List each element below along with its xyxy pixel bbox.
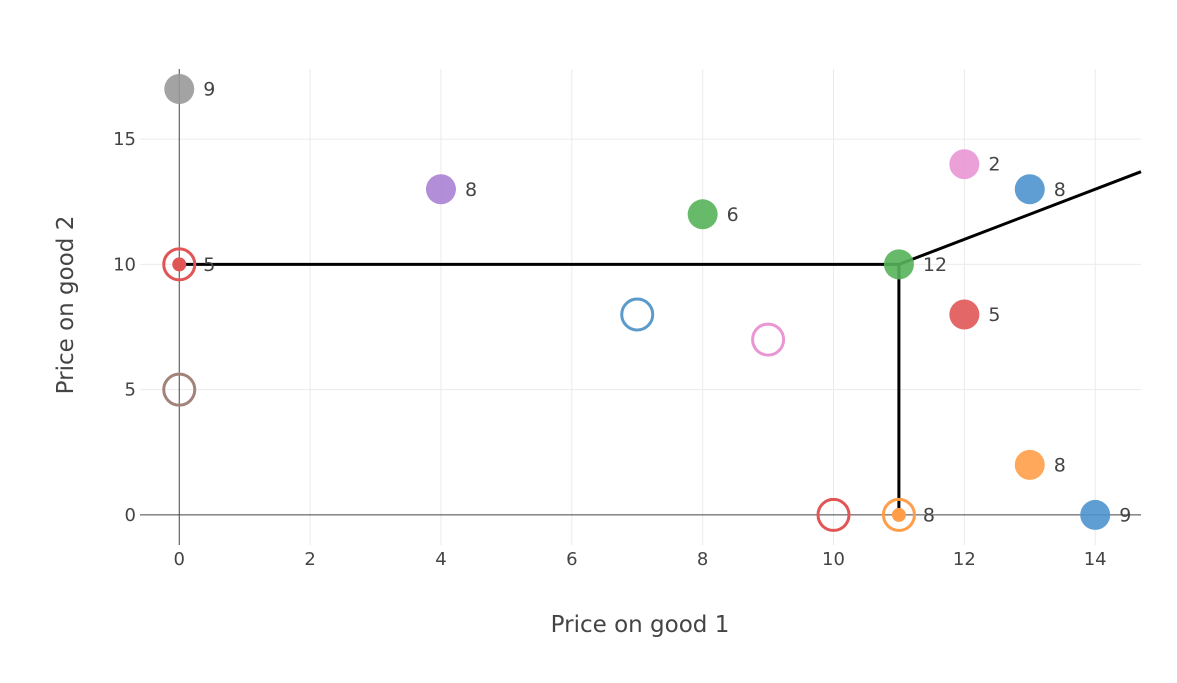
x-tick-label: 8 <box>697 549 708 570</box>
data-point <box>883 249 914 280</box>
data-point-hollow <box>162 372 197 407</box>
point-label: 9 <box>203 79 215 101</box>
point-label: 8 <box>1054 179 1066 201</box>
point-label: 5 <box>203 254 215 276</box>
x-tick-label: 2 <box>304 549 315 570</box>
x-axis-title: Price on good 1 <box>551 612 730 638</box>
point-label: 12 <box>923 254 947 276</box>
point-label: 6 <box>727 204 739 226</box>
x-tick-label: 4 <box>435 549 446 570</box>
data-point-core <box>172 257 187 272</box>
data-point <box>164 74 195 105</box>
data-point-ring <box>881 497 916 532</box>
point-layer <box>162 74 1111 532</box>
label-layer: 9 8 6 2 8 5 12 5 8 8 9 <box>203 79 1131 527</box>
y-tick-label: 15 <box>113 129 136 150</box>
data-point <box>425 174 456 205</box>
boundary-line <box>898 170 1142 266</box>
data-point-hollow <box>751 322 786 357</box>
point-label: 9 <box>1119 504 1131 526</box>
data-point-core <box>891 507 906 522</box>
data-point <box>1014 174 1045 205</box>
data-point-ring <box>162 247 197 282</box>
x-tick-label: 6 <box>566 549 577 570</box>
y-tick-label: 5 <box>125 380 136 401</box>
y-tick-label: 0 <box>125 505 136 526</box>
line-layer <box>179 170 1142 515</box>
point-label: 5 <box>988 304 1000 326</box>
point-label: 8 <box>465 179 477 201</box>
axis-layer: 0 2 4 6 8 10 12 14 0 5 10 15 <box>113 69 1141 570</box>
data-point <box>949 299 980 330</box>
data-point <box>687 199 718 230</box>
point-label: 8 <box>923 504 935 526</box>
data-point-hollow <box>620 297 655 332</box>
y-tick-label: 10 <box>113 254 136 275</box>
x-tick-label: 0 <box>174 549 185 570</box>
point-label: 2 <box>988 154 1000 176</box>
x-tick-label: 12 <box>953 549 976 570</box>
x-tick-label: 10 <box>822 549 845 570</box>
x-tick-label: 14 <box>1084 549 1107 570</box>
point-label: 8 <box>1054 454 1066 476</box>
y-axis-title: Price on good 2 <box>53 216 79 395</box>
data-point <box>1080 499 1111 530</box>
data-point-hollow <box>816 497 851 532</box>
data-point <box>949 149 980 180</box>
data-point <box>1014 449 1045 480</box>
